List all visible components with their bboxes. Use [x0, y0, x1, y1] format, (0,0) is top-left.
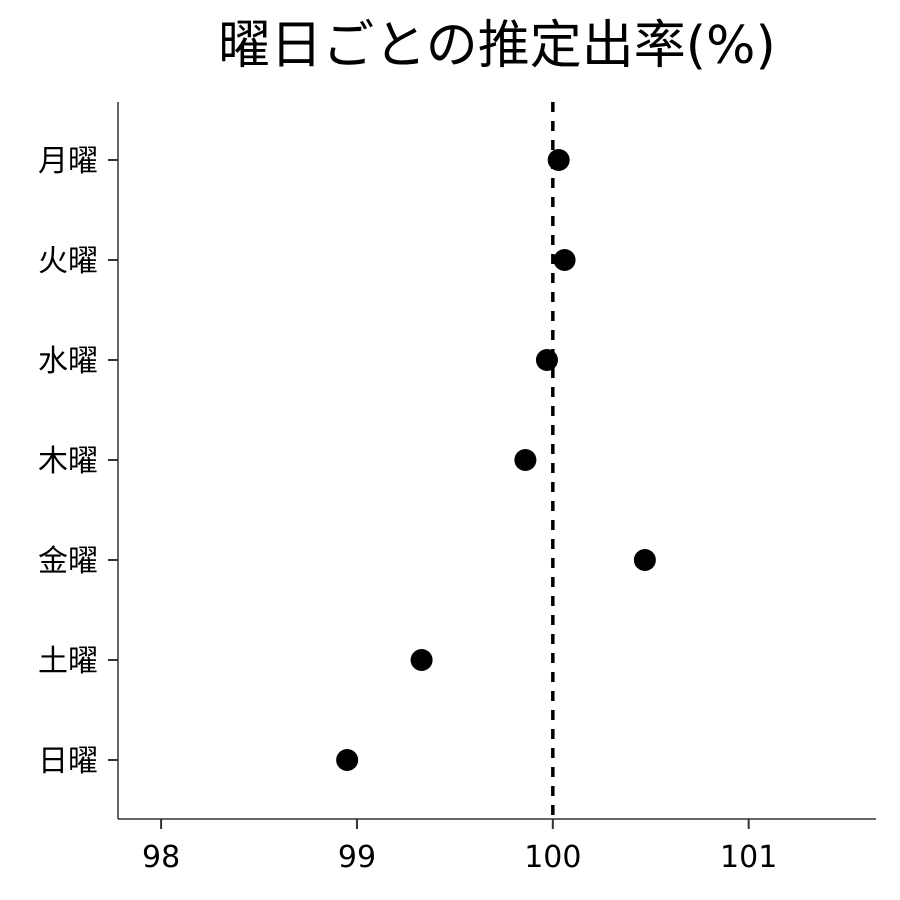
- data-point: [336, 749, 359, 771]
- y-tick-label: 月曜: [38, 144, 98, 179]
- data-point: [547, 149, 570, 171]
- y-tick-label: 金曜: [38, 544, 98, 579]
- data-point: [410, 649, 433, 671]
- chart-title: 曜日ごとの推定出率(%): [218, 16, 775, 76]
- x-tick-label: 100: [524, 840, 581, 875]
- x-tick-label: 98: [142, 840, 180, 875]
- data-point: [553, 249, 576, 271]
- y-tick-label: 日曜: [38, 744, 98, 779]
- data-point: [633, 549, 656, 571]
- y-tick-label: 土曜: [38, 644, 98, 679]
- x-tick-label: 99: [338, 840, 376, 875]
- y-tick-label: 木曜: [38, 444, 98, 479]
- data-point: [535, 349, 558, 371]
- y-tick-label: 火曜: [38, 244, 98, 279]
- data-point: [514, 449, 537, 471]
- y-tick-label: 水曜: [38, 344, 98, 379]
- x-tick-label: 101: [720, 840, 777, 875]
